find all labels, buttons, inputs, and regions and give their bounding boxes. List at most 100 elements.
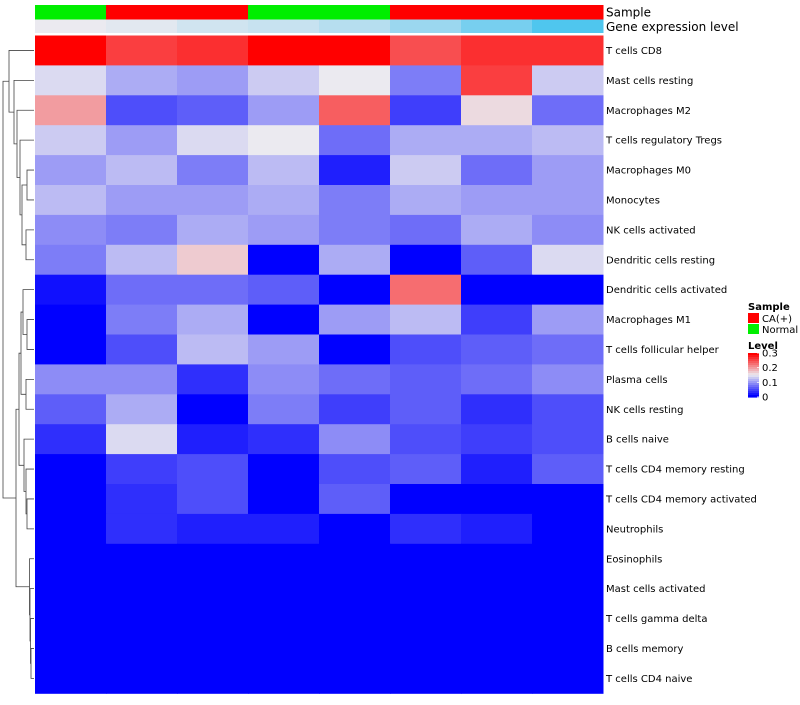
heatmap-cell <box>106 454 178 485</box>
heatmap-cell <box>106 334 178 365</box>
heatmap-cell <box>461 484 533 515</box>
heatmap-cell <box>177 274 249 306</box>
heatmap-cell <box>319 304 391 335</box>
heatmap-cell <box>532 244 604 276</box>
row-label: Mast cells activated <box>606 584 705 595</box>
heatmap-cell <box>390 543 462 575</box>
heatmap-cell <box>106 214 178 246</box>
sample-annotation-cell <box>390 5 462 20</box>
colorbar-segment <box>748 385 759 388</box>
heatmap-cell <box>319 185 391 216</box>
heatmap-cell <box>35 304 107 335</box>
heatmap-cell <box>106 424 178 455</box>
heatmap-cell <box>106 35 178 66</box>
heatmap-cell <box>35 65 107 96</box>
heatmap-cell <box>319 334 391 365</box>
heatmap-cell <box>35 513 107 545</box>
heatmap-cell <box>35 334 107 365</box>
heatmap-cell <box>532 394 604 425</box>
heatmap-cell <box>390 394 462 425</box>
heatmap-cell <box>35 155 107 186</box>
heatmap-cell <box>319 513 391 545</box>
row-label: B cells memory <box>606 644 683 655</box>
colorbar-tick-label: 0.3 <box>762 349 778 360</box>
colorbar-segment <box>748 355 759 358</box>
heatmap-cell <box>248 35 320 66</box>
heatmap-cell <box>248 214 320 246</box>
heatmap-cell <box>461 125 533 156</box>
heatmap-cell <box>532 424 604 455</box>
expression-annotation-cell <box>248 19 320 33</box>
heatmap-cell <box>319 155 391 186</box>
sample-annotation-cell <box>248 5 320 20</box>
heatmap-cell <box>248 394 320 425</box>
heatmap-cell <box>390 304 462 335</box>
colorbar-segment <box>748 387 759 390</box>
legend-swatch-normal <box>748 324 759 334</box>
heatmap-cell <box>390 663 462 694</box>
heatmap-cell <box>248 155 320 186</box>
heatmap-cell <box>35 603 107 634</box>
heatmap-cell <box>532 603 604 634</box>
heatmap-cell <box>35 484 107 515</box>
expression-annotation-cell <box>35 19 107 33</box>
dendrogram-branch <box>30 648 34 679</box>
heatmap-cell <box>390 334 462 365</box>
colorbar-segment <box>748 365 759 368</box>
heatmap-cell <box>35 185 107 216</box>
heatmap-cell <box>390 573 462 605</box>
heatmap-cell <box>35 244 107 276</box>
heatmap-cell <box>319 214 391 246</box>
legend-level-colorbar <box>748 353 759 398</box>
heatmap-cell <box>248 185 320 216</box>
dendrogram-branch <box>8 50 34 113</box>
heatmap-cell <box>177 125 249 156</box>
heatmap-cell <box>319 603 391 634</box>
heatmap-cell <box>106 573 178 605</box>
heatmap-cell <box>532 573 604 605</box>
row-label: Macrophages M0 <box>606 166 691 177</box>
heatmap-cell <box>461 573 533 605</box>
colorbar-segment <box>748 391 759 394</box>
legend-label-ca: CA(+) <box>762 314 792 325</box>
heatmap-cell <box>106 394 178 425</box>
annotation-title-sample: Sample <box>606 6 651 20</box>
heatmap-cell <box>461 454 533 485</box>
heatmap-cell <box>248 95 320 126</box>
heatmap-cell <box>532 35 604 66</box>
heatmap-cell <box>177 185 249 216</box>
colorbar-segment <box>748 371 759 374</box>
heatmap-cell <box>319 454 391 485</box>
heatmap-cell <box>35 573 107 605</box>
row-label: Macrophages M1 <box>606 315 691 326</box>
heatmap-cell <box>319 125 391 156</box>
heatmap-cell <box>390 454 462 485</box>
heatmap-cell <box>532 214 604 246</box>
heatmap-cell <box>248 334 320 365</box>
heatmap-cell <box>106 65 178 96</box>
sample-annotation-cell <box>106 5 178 20</box>
row-label: Monocytes <box>606 195 660 206</box>
colorbar-segment <box>748 375 759 378</box>
colorbar-segment <box>748 373 759 376</box>
dendrogram-branch <box>23 438 34 492</box>
heatmap-cell <box>177 454 249 485</box>
heatmap-cell <box>390 155 462 186</box>
legend-level-title: Level <box>748 341 778 352</box>
dendrogram-branch <box>15 408 30 588</box>
annotation-title-expression: Gene expression level <box>606 20 739 34</box>
row-label: NK cells activated <box>606 225 696 236</box>
heatmap-cell <box>319 35 391 66</box>
row-label: T cells gamma delta <box>605 614 707 625</box>
colorbar-segment <box>748 359 759 362</box>
row-label: NK cells resting <box>606 405 683 416</box>
heatmap-cell <box>390 484 462 515</box>
row-label: Neutrophils <box>606 524 663 535</box>
heatmap-cell <box>248 663 320 694</box>
heatmap-cell <box>461 364 533 395</box>
colorbar-segment <box>748 383 759 386</box>
heatmap-cell <box>35 125 107 156</box>
colorbar-segment <box>748 369 759 372</box>
heatmap-cell <box>177 603 249 634</box>
heatmap-cell <box>106 513 178 545</box>
